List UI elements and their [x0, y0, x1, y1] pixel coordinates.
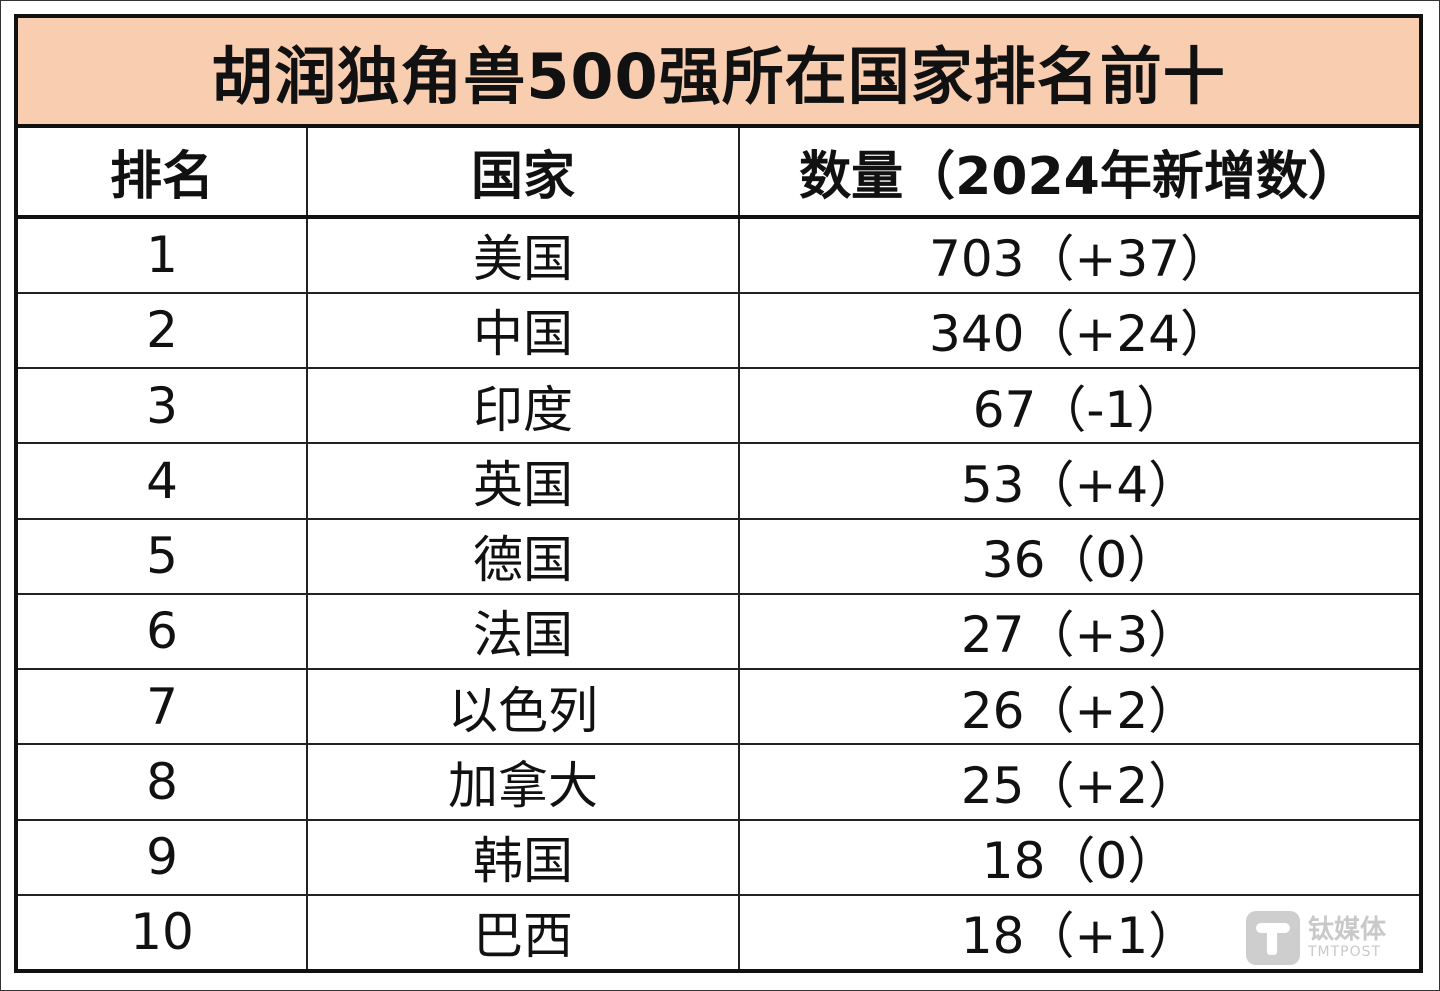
table-row: 4 英国 53（+4）: [15, 442, 1422, 520]
cell-country: 以色列: [306, 668, 740, 746]
cell-count: 25（+2）: [738, 743, 1422, 821]
cell-rank: 3: [15, 367, 308, 445]
table-row: 1 美国 703（+37）: [15, 215, 1422, 294]
table-row: 7 以色列 26（+2）: [15, 668, 1422, 746]
cell-country: 印度: [306, 367, 740, 445]
tmtpost-watermark: 钛媒体 TMTPOST: [1246, 911, 1386, 965]
cell-rank: 6: [15, 592, 308, 671]
cell-rank: 8: [15, 743, 308, 821]
cell-rank: 10: [15, 893, 308, 973]
table-row: 10 巴西 18（+1）: [15, 893, 1422, 973]
tmtpost-logo-icon: [1246, 911, 1300, 965]
cell-count: 53（+4）: [738, 442, 1422, 520]
header-country: 国家: [306, 125, 740, 219]
cell-country: 韩国: [306, 818, 740, 896]
table-row: 6 法国 27（+3）: [15, 592, 1422, 671]
cell-country: 法国: [306, 592, 740, 671]
cell-country: 英国: [306, 442, 740, 520]
watermark-en: TMTPOST: [1308, 944, 1382, 960]
cell-count: 27（+3）: [738, 592, 1422, 671]
cell-count: 67（-1）: [738, 367, 1422, 445]
header-rank: 排名: [15, 125, 308, 219]
table-row: 5 德国 36（0）: [15, 517, 1422, 595]
cell-rank: 7: [15, 668, 308, 746]
cell-count: 26（+2）: [738, 668, 1422, 746]
cell-country: 德国: [306, 517, 740, 595]
table-row: 8 加拿大 25（+2）: [15, 743, 1422, 821]
cell-rank: 1: [15, 215, 308, 294]
cell-rank: 4: [15, 442, 308, 520]
cell-count: 18（0）: [738, 818, 1422, 896]
cell-country: 加拿大: [306, 743, 740, 821]
table-row: 9 韩国 18（0）: [15, 818, 1422, 896]
table-title: 胡润独角兽500强所在国家排名前十: [15, 14, 1422, 129]
cell-country: 中国: [306, 291, 740, 370]
table-row: 2 中国 340（+24）: [15, 291, 1422, 370]
ranking-table: 胡润独角兽500强所在国家排名前十 排名 国家 数量（2024年新增数） 1 美国…: [14, 14, 1423, 973]
header-count: 数量（2024年新增数）: [738, 125, 1422, 219]
cell-country: 巴西: [306, 893, 740, 973]
cell-rank: 5: [15, 517, 308, 595]
cell-country: 美国: [306, 215, 740, 294]
table-row: 3 印度 67（-1）: [15, 367, 1422, 445]
cell-count: 340（+24）: [738, 291, 1422, 370]
cell-count: 703（+37）: [738, 215, 1422, 294]
watermark-cn: 钛媒体: [1308, 915, 1387, 945]
cell-rank: 2: [15, 291, 308, 370]
cell-count: 18（+1）: [738, 893, 1422, 973]
cell-count: 36（0）: [738, 517, 1422, 595]
cell-rank: 9: [15, 818, 308, 896]
